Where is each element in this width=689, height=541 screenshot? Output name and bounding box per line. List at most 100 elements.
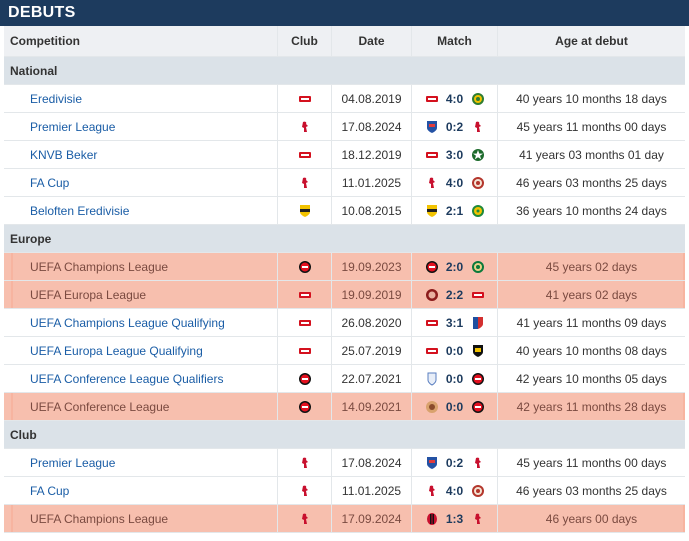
- ipswich-crest-icon[interactable]: [425, 456, 439, 470]
- match-score-link[interactable]: 3:1: [445, 315, 464, 330]
- liverpool-crest-icon[interactable]: [425, 484, 439, 498]
- match-score-link[interactable]: 2:0: [445, 259, 464, 274]
- age-cell: 40 years 10 months 18 days: [516, 91, 667, 106]
- match-score-link[interactable]: 0:0: [445, 399, 464, 414]
- match-score-link[interactable]: 0:0: [445, 371, 464, 386]
- competition-link[interactable]: FA Cup: [30, 175, 70, 190]
- feyenoord-crest-icon[interactable]: [425, 260, 439, 274]
- match-score-link[interactable]: 2:2: [445, 287, 464, 302]
- az-crest-icon[interactable]: [425, 344, 439, 358]
- debuts-table: Competition Club Date Match Age at debut…: [4, 26, 685, 533]
- liverpool-crest-icon[interactable]: [471, 120, 485, 134]
- az-crest-icon[interactable]: [298, 288, 312, 302]
- az-crest-icon[interactable]: [425, 92, 439, 106]
- celtic-crest-icon[interactable]: [471, 260, 485, 274]
- liverpool-crest-icon[interactable]: [298, 456, 312, 470]
- match-score-link[interactable]: 1:3: [445, 511, 464, 526]
- match-score-link[interactable]: 2:1: [445, 203, 464, 218]
- match-score-link[interactable]: 0:2: [445, 119, 464, 134]
- table-row: Beloften Eredivisie 10.08.2015 2:1 36 years…: [4, 197, 685, 225]
- ado-crest-icon[interactable]: [471, 204, 485, 218]
- competition-link[interactable]: UEFA Champions League: [30, 511, 169, 526]
- col-match[interactable]: Match: [412, 26, 498, 56]
- competition-link[interactable]: UEFA Europa League Qualifying: [30, 343, 203, 358]
- accrington-crest-icon[interactable]: [471, 484, 485, 498]
- competition-link[interactable]: UEFA Europa League: [30, 287, 147, 302]
- competition-link[interactable]: UEFA Champions League Qualifying: [30, 315, 225, 330]
- competition-link[interactable]: Beloften Eredivisie: [30, 203, 130, 218]
- col-date[interactable]: Date: [332, 26, 412, 56]
- competition-link[interactable]: KNVB Beker: [30, 147, 98, 162]
- competition-link[interactable]: Eredivisie: [30, 91, 83, 106]
- header-title: DEBUTS: [8, 4, 76, 21]
- az-crest-icon[interactable]: [298, 92, 312, 106]
- match-score-link[interactable]: 0:2: [445, 455, 464, 470]
- liverpool-crest-icon[interactable]: [298, 484, 312, 498]
- section-row: Club: [4, 421, 685, 449]
- match-cell: 3:1: [412, 309, 498, 336]
- competition-link[interactable]: Premier League: [30, 119, 116, 134]
- liverpool-crest-icon[interactable]: [471, 456, 485, 470]
- competition-link[interactable]: Premier League: [30, 455, 116, 470]
- venlo-crest-icon[interactable]: [298, 204, 312, 218]
- club-cell: [278, 449, 332, 476]
- az-crest-icon[interactable]: [425, 316, 439, 330]
- liverpool-crest-icon[interactable]: [298, 176, 312, 190]
- liverpool-crest-icon[interactable]: [425, 176, 439, 190]
- competition-link[interactable]: FA Cup: [30, 483, 70, 498]
- club-cell: [278, 337, 332, 364]
- competition-cell: Beloften Eredivisie: [4, 197, 278, 224]
- competition-link[interactable]: UEFA Conference League: [30, 399, 170, 414]
- az-crest-icon[interactable]: [298, 316, 312, 330]
- az-crest-icon[interactable]: [425, 148, 439, 162]
- ipswich-crest-icon[interactable]: [425, 120, 439, 134]
- table-row: FA Cup 11.01.2025 4:0 46 years 03 months 25…: [4, 477, 685, 505]
- match-cell: 0:0: [412, 393, 498, 420]
- match-score-link[interactable]: 3:0: [445, 147, 464, 162]
- match-cell: 2:1: [412, 197, 498, 224]
- match-score-link[interactable]: 4:0: [445, 175, 464, 190]
- fortuna-crest-icon[interactable]: [471, 92, 485, 106]
- match-score-link[interactable]: 4:0: [445, 483, 464, 498]
- feyenoord-crest-icon[interactable]: [471, 400, 485, 414]
- match-score-link[interactable]: 4:0: [445, 91, 464, 106]
- col-competition[interactable]: Competition: [4, 26, 278, 56]
- competition-link[interactable]: UEFA Conference League Qualifiers: [30, 371, 224, 386]
- az-crest-icon[interactable]: [298, 344, 312, 358]
- feyenoord-crest-icon[interactable]: [298, 372, 312, 386]
- club-cell: [278, 309, 332, 336]
- date-cell: 17.08.2024: [332, 113, 412, 140]
- liverpool-crest-icon[interactable]: [298, 512, 312, 526]
- competition-cell: UEFA Conference League: [4, 393, 278, 420]
- venlo-crest-icon[interactable]: [425, 204, 439, 218]
- table-row: UEFA Europa League 19.09.2019 2:2 41 years …: [4, 281, 685, 309]
- match-score-link[interactable]: 0:0: [445, 343, 464, 358]
- viktoria-crest-icon[interactable]: [471, 316, 485, 330]
- table-row: UEFA Conference League Qualifiers 22.07.2…: [4, 365, 685, 393]
- accrington-crest-icon[interactable]: [471, 176, 485, 190]
- competition-cell: Premier League: [4, 113, 278, 140]
- star-crest-icon[interactable]: [471, 148, 485, 162]
- feyenoord-crest-icon[interactable]: [298, 260, 312, 274]
- liverpool-crest-icon[interactable]: [471, 512, 485, 526]
- section-label: National: [10, 63, 58, 78]
- milan-crest-icon[interactable]: [425, 512, 439, 526]
- drita-crest-icon[interactable]: [425, 372, 439, 386]
- age-cell: 36 years 10 months 24 days: [516, 203, 667, 218]
- col-club[interactable]: Club: [278, 26, 332, 56]
- date-cell: 19.09.2019: [332, 281, 412, 308]
- date-cell: 11.01.2025: [332, 477, 412, 504]
- partizan-crest-icon[interactable]: [425, 288, 439, 302]
- competition-link[interactable]: UEFA Champions League: [30, 259, 169, 274]
- az-crest-icon[interactable]: [298, 148, 312, 162]
- feyenoord-crest-icon[interactable]: [471, 372, 485, 386]
- maccabi-crest-icon[interactable]: [425, 400, 439, 414]
- section-label: Europe: [10, 231, 52, 246]
- az-crest-icon[interactable]: [471, 288, 485, 302]
- hacken-crest-icon[interactable]: [471, 344, 485, 358]
- date-cell: 10.08.2015: [332, 197, 412, 224]
- feyenoord-crest-icon[interactable]: [298, 400, 312, 414]
- liverpool-crest-icon[interactable]: [298, 120, 312, 134]
- col-age[interactable]: Age at debut: [555, 34, 628, 48]
- match-cell: 0:0: [412, 365, 498, 392]
